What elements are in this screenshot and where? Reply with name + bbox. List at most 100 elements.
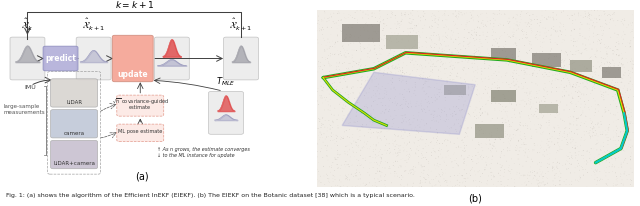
Point	[627, 24, 637, 27]
Point	[509, 41, 520, 45]
Point	[614, 61, 625, 64]
Point	[356, 163, 367, 167]
Point	[607, 157, 617, 160]
Point	[452, 62, 463, 65]
Point	[582, 171, 593, 174]
Point	[406, 147, 416, 150]
Point	[397, 176, 408, 179]
Point	[521, 184, 531, 187]
Point	[472, 77, 482, 80]
Point	[597, 25, 607, 28]
Point	[360, 97, 371, 100]
Point	[433, 18, 444, 22]
Point	[456, 76, 466, 80]
Point	[383, 45, 393, 49]
Point	[339, 78, 349, 81]
Point	[518, 165, 528, 168]
Point	[591, 132, 602, 136]
Point	[342, 86, 352, 89]
Point	[529, 142, 539, 145]
Point	[332, 166, 342, 170]
Point	[500, 105, 511, 109]
Point	[540, 183, 550, 186]
Point	[563, 134, 573, 138]
Point	[330, 157, 340, 161]
Point	[454, 13, 464, 16]
Point	[618, 73, 628, 76]
Point	[316, 174, 326, 178]
Point	[404, 121, 415, 124]
Point	[437, 171, 447, 174]
Point	[597, 34, 607, 37]
Point	[428, 62, 438, 66]
Point	[416, 163, 426, 167]
Point	[316, 96, 326, 99]
Point	[564, 123, 575, 126]
Point	[616, 76, 627, 80]
Point	[376, 130, 386, 134]
Point	[395, 151, 405, 154]
Point	[333, 49, 343, 52]
Point	[478, 33, 488, 37]
Point	[513, 153, 523, 156]
Point	[437, 50, 447, 53]
Point	[589, 133, 600, 137]
Point	[615, 131, 625, 134]
Point	[500, 118, 510, 122]
Point	[363, 185, 373, 189]
Point	[533, 184, 543, 187]
Point	[528, 13, 538, 16]
Point	[614, 156, 624, 159]
Point	[604, 109, 614, 112]
Point	[451, 61, 461, 64]
Point	[368, 150, 378, 153]
Point	[383, 125, 394, 128]
Point	[558, 9, 568, 13]
Point	[513, 128, 523, 132]
Point	[519, 141, 529, 144]
Point	[339, 54, 349, 57]
Point	[550, 109, 561, 112]
Point	[444, 89, 454, 92]
Point	[439, 177, 449, 181]
Point	[486, 171, 496, 174]
Point	[475, 129, 485, 132]
Point	[628, 13, 638, 16]
Point	[400, 13, 410, 16]
Point	[362, 123, 372, 126]
Point	[583, 38, 593, 42]
Point	[496, 110, 506, 113]
Point	[365, 154, 376, 158]
Point	[572, 128, 582, 131]
Point	[458, 141, 468, 144]
Point	[580, 68, 591, 71]
Point	[609, 135, 619, 139]
Point	[545, 137, 555, 140]
Point	[551, 30, 561, 34]
Point	[396, 32, 406, 36]
Point	[611, 178, 621, 181]
Point	[497, 49, 508, 52]
Point	[438, 62, 448, 66]
Point	[405, 99, 415, 103]
Point	[542, 18, 552, 21]
Point	[424, 180, 435, 184]
Point	[476, 126, 486, 129]
Point	[523, 174, 533, 177]
Point	[550, 184, 561, 187]
Point	[521, 143, 531, 146]
Point	[328, 121, 339, 124]
Point	[508, 30, 518, 34]
Point	[328, 53, 338, 56]
Point	[503, 178, 513, 181]
Point	[390, 100, 401, 104]
Point	[617, 81, 627, 84]
Point	[427, 112, 437, 116]
Point	[386, 10, 396, 13]
Point	[415, 35, 425, 39]
Point	[406, 27, 416, 30]
Point	[525, 102, 535, 106]
Point	[387, 83, 397, 86]
Point	[342, 185, 352, 188]
Point	[522, 87, 532, 90]
